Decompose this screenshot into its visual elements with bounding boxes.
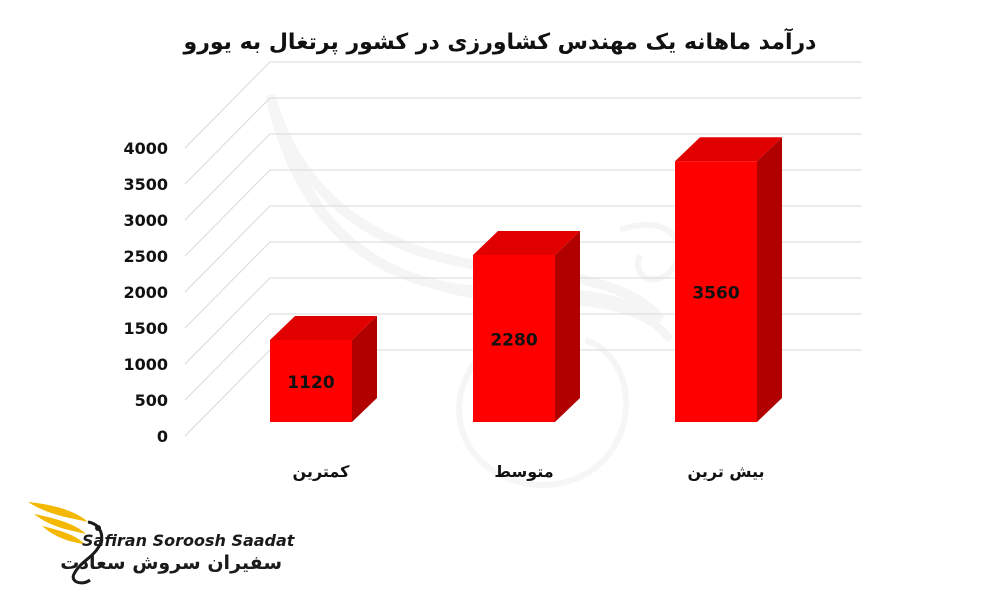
y-tick-label: 3500 (123, 175, 168, 194)
bar-top (270, 315, 377, 340)
logo-latin-text: Safiran Soroosh Saadat (82, 531, 295, 550)
bars (270, 137, 782, 423)
grid-line (184, 277, 862, 365)
grid-line (184, 205, 862, 293)
y-tick-label: 3000 (123, 211, 168, 230)
bar-side (555, 230, 580, 422)
y-tick-label: 1000 (123, 355, 168, 374)
logo-wing-icon (28, 502, 104, 585)
x-tick-label: کمترین (293, 462, 351, 481)
y-axis-ticks: 0 500 1000 1500 2000 2500 3000 3500 4000 (123, 139, 168, 446)
bar-side (352, 315, 377, 422)
data-label: 2280 (490, 330, 537, 350)
x-tick-label: متوسط (494, 462, 553, 481)
y-tick-label: 1500 (123, 319, 168, 338)
logo-persian-text: سفیران سروش سعادت (60, 552, 282, 574)
bar-top (473, 230, 580, 255)
chart-title: درآمد ماهانه یک مهندس کشاورزی در کشور پر… (183, 30, 817, 55)
data-label: 3560 (692, 284, 739, 304)
grid-line (184, 97, 862, 185)
bar-front (675, 161, 757, 423)
bar-front (270, 339, 352, 422)
bar (473, 230, 580, 422)
x-axis-ticks: کمترین متوسط بیش ترین (293, 462, 765, 481)
data-labels: 1120 2280 3560 (287, 284, 739, 393)
bar (270, 315, 377, 422)
y-tick-label: 0 (157, 427, 168, 446)
bar-side (757, 137, 782, 423)
grid-line (184, 61, 862, 149)
grid-line (184, 133, 862, 221)
bar (675, 137, 782, 423)
grid-line (184, 241, 862, 329)
bar-top (675, 137, 782, 162)
y-tick-label: 2500 (123, 247, 168, 266)
bar-front (473, 254, 555, 422)
y-tick-label: 4000 (123, 139, 168, 158)
grid-line (184, 313, 862, 401)
grid-line (184, 169, 862, 257)
x-tick-label: بیش ترین (687, 462, 764, 481)
y-tick-label: 2000 (123, 283, 168, 302)
data-label: 1120 (287, 373, 334, 393)
y-tick-label: 500 (135, 391, 168, 410)
